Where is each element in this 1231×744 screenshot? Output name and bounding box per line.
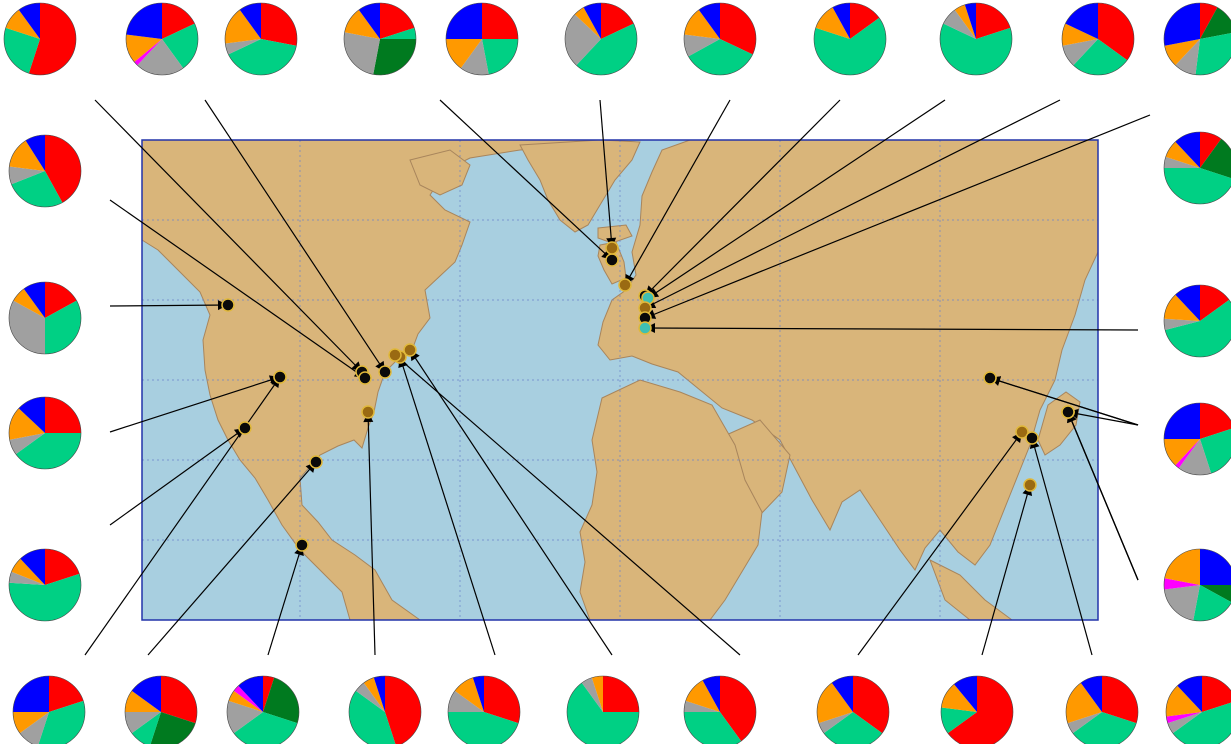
pie-slice-blue: [1200, 549, 1231, 585]
pie-t4[interactable]: [344, 3, 416, 75]
site-marker-cyan[interactable]: [639, 322, 651, 334]
site-marker-black[interactable]: [1026, 432, 1038, 444]
site-marker-black[interactable]: [310, 456, 322, 468]
pie-r3[interactable]: [1164, 403, 1231, 475]
pie-slice-blue: [1164, 3, 1200, 46]
pie-b11[interactable]: [1166, 676, 1231, 744]
site-marker-black[interactable]: [984, 372, 996, 384]
site-marker-black[interactable]: [239, 422, 251, 434]
site-marker-brown[interactable]: [619, 279, 631, 291]
pie-slice-red: [482, 3, 518, 39]
pie-slice-red: [261, 3, 297, 46]
pie-t1[interactable]: [4, 3, 76, 75]
pie-r2[interactable]: [1164, 285, 1231, 357]
pie-slice-red: [45, 397, 81, 433]
pie-slice-blue: [13, 676, 49, 712]
pie-b2[interactable]: [125, 676, 197, 744]
pie-l4[interactable]: [9, 549, 81, 621]
pie-b9[interactable]: [941, 676, 1013, 744]
pie-b3[interactable]: [227, 676, 299, 744]
site-marker-brown[interactable]: [1024, 479, 1036, 491]
site-marker-brown[interactable]: [362, 406, 374, 418]
site-marker-black[interactable]: [606, 254, 618, 266]
pie-slice-blue: [1164, 403, 1200, 439]
site-marker-brown[interactable]: [404, 344, 416, 356]
site-marker-black[interactable]: [296, 539, 308, 551]
pie-b7[interactable]: [684, 676, 756, 744]
site-marker-black[interactable]: [379, 366, 391, 378]
pie-l3[interactable]: [9, 397, 81, 469]
site-marker-black[interactable]: [359, 372, 371, 384]
site-marker-black[interactable]: [222, 299, 234, 311]
pie-t10[interactable]: [1062, 3, 1134, 75]
site-marker-brown[interactable]: [389, 349, 401, 361]
pie-t6[interactable]: [565, 3, 637, 75]
pie-slice-blue: [446, 3, 482, 39]
pie-r1[interactable]: [1164, 132, 1231, 204]
pie-b1[interactable]: [13, 676, 85, 744]
pie-slice-blue: [126, 3, 162, 39]
pie-slice-red: [603, 676, 639, 712]
pie-t9[interactable]: [940, 3, 1012, 75]
site-marker-black[interactable]: [274, 371, 286, 383]
pie-r4[interactable]: [1164, 549, 1231, 621]
pie-l1[interactable]: [9, 135, 81, 207]
pie-b8[interactable]: [817, 676, 889, 744]
pie-t7[interactable]: [684, 3, 756, 75]
pie-t5[interactable]: [446, 3, 518, 75]
site-marker-black[interactable]: [1062, 406, 1074, 418]
pie-t2[interactable]: [126, 3, 198, 75]
pie-b4[interactable]: [349, 676, 421, 744]
pie-slice-dark_green: [373, 39, 416, 75]
pie-b5[interactable]: [448, 676, 520, 744]
site-marker-brown[interactable]: [606, 242, 618, 254]
pie-b6[interactable]: [567, 676, 639, 744]
pie-t8[interactable]: [814, 3, 886, 75]
pie-t11[interactable]: [1164, 3, 1231, 75]
pie-l2[interactable]: [9, 282, 81, 354]
pie-b10[interactable]: [1066, 676, 1138, 744]
pie-t3[interactable]: [225, 3, 297, 75]
